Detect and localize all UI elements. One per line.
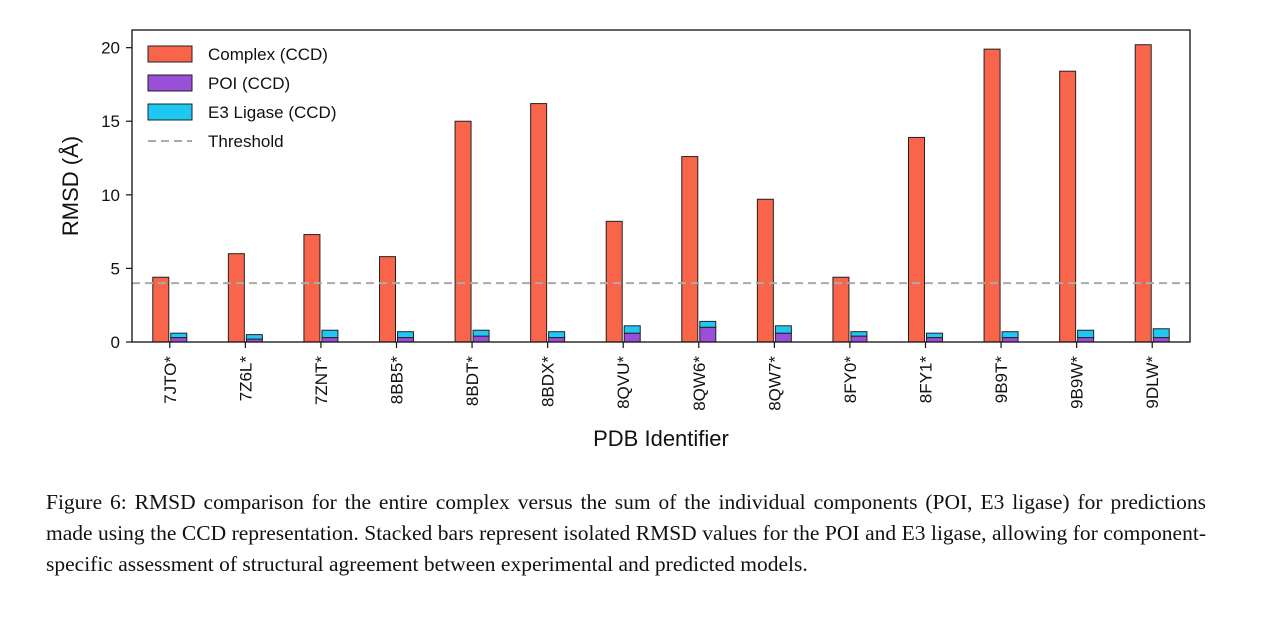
bar-poi-8bdt	[472, 335, 490, 343]
bar-e3-7z6l	[245, 334, 263, 340]
bar-e3-7znt	[321, 329, 339, 339]
bar-e3-8qw6	[699, 320, 717, 328]
bar-complex-8bb5	[379, 256, 396, 343]
x-tick-label-8qvu: 8QVU*	[614, 356, 633, 409]
x-tick-label-7jto: 7JTO*	[161, 356, 180, 404]
bar-e3-8fy0	[850, 331, 868, 337]
y-axis-title: RMSD (Å)	[58, 136, 83, 236]
bars-layer	[152, 44, 1170, 343]
bar-e3-9b9w	[1077, 329, 1095, 339]
x-tick-label-9b9w: 9B9W*	[1068, 356, 1087, 409]
y-tick-label: 20	[101, 39, 120, 58]
bar-e3-7jto	[170, 332, 188, 339]
bar-complex-7z6l	[227, 253, 245, 343]
x-tick-label-7z6l: 7Z6L*	[236, 356, 255, 402]
bar-complex-7znt	[303, 234, 321, 343]
bar-poi-7jto	[170, 337, 188, 343]
bar-poi-8bb5	[397, 337, 414, 343]
legend-swatch-poi-ccd	[147, 74, 193, 92]
bar-poi-8fy0	[850, 335, 868, 343]
bar-complex-8fy0	[832, 276, 850, 343]
x-tick-label-8bdt: 8BDT*	[463, 356, 482, 406]
y-tick-label: 5	[111, 259, 120, 278]
bar-e3-9dlw	[1152, 328, 1170, 339]
bar-poi-8qvu	[623, 332, 641, 343]
y-tick-label: 0	[111, 333, 120, 352]
legend-label-poi-ccd: POI (CCD)	[208, 74, 290, 93]
bar-e3-8fy1	[926, 332, 943, 339]
bar-complex-7jto	[152, 276, 170, 343]
bar-poi-8qw6	[699, 326, 717, 343]
bar-complex-9dlw	[1134, 44, 1152, 343]
bar-poi-8qw7	[774, 332, 792, 343]
bar-complex-8qvu	[605, 220, 623, 343]
x-tick-label-8qw6: 8QW6*	[690, 356, 709, 411]
x-tick-label-8qw7: 8QW7*	[765, 356, 784, 411]
y-tick-label: 10	[101, 186, 120, 205]
legend-swatch-e3-ligase-ccd	[147, 103, 193, 121]
legend: Complex (CCD) POI (CCD) E3 Ligase (CCD) Thr…	[147, 45, 337, 151]
y-axis: 0 5 10 15 20	[101, 39, 132, 352]
bar-poi-8bdx	[548, 337, 566, 343]
legend-label-threshold: Threshold	[208, 132, 284, 151]
legend-swatch-complex-ccd	[147, 45, 193, 63]
bar-e3-8qvu	[623, 325, 641, 334]
bar-e3-9b9t	[1001, 331, 1019, 339]
bar-complex-9b9t	[983, 48, 1001, 343]
legend-label-e3-ligase-ccd: E3 Ligase (CCD)	[208, 103, 337, 122]
bar-e3-8qw7	[774, 325, 792, 334]
x-axis-title: PDB Identifier	[593, 426, 729, 451]
bar-complex-8qw6	[681, 156, 699, 343]
bar-complex-9b9w	[1059, 70, 1077, 343]
bar-complex-8bdx	[530, 103, 548, 343]
bar-poi-9b9w	[1077, 337, 1095, 343]
y-tick-label: 15	[101, 112, 120, 131]
bar-e3-8bb5	[397, 331, 414, 339]
bar-poi-9b9t	[1001, 337, 1019, 343]
bar-complex-8qw7	[756, 198, 774, 343]
rmsd-bar-chart: 0 5 10 15 20 7JTO* 7Z6L* 7ZNT* 8BB5* 8BDT* 8BDX* 8…	[58, 29, 1191, 451]
x-tick-label-8bb5: 8BB5*	[388, 356, 407, 405]
bar-complex-8fy1	[908, 136, 925, 343]
figure-caption: Figure 6: RMSD comparison for the entire…	[46, 490, 1206, 576]
x-tick-label-9b9t: 9B9T*	[992, 356, 1011, 404]
bar-complex-8bdt	[454, 120, 472, 343]
legend-label-complex-ccd: Complex (CCD)	[208, 45, 328, 64]
bar-poi-9dlw	[1152, 337, 1170, 343]
bar-e3-8bdt	[472, 329, 490, 337]
x-tick-label-8fy1: 8FY1*	[917, 356, 936, 404]
bar-poi-7znt	[321, 337, 339, 343]
x-tick-label-9dlw: 9DLW*	[1143, 356, 1162, 409]
bar-e3-8bdx	[548, 331, 566, 339]
x-tick-label-8bdx: 8BDX*	[539, 356, 558, 407]
x-tick-label-8fy0: 8FY0*	[841, 356, 860, 404]
bar-poi-8fy1	[926, 337, 943, 343]
x-axis: 7JTO* 7Z6L* 7ZNT* 8BB5* 8BDT* 8BDX* 8QVU* 8QW6*…	[161, 342, 1162, 411]
x-tick-label-7znt: 7ZNT*	[312, 356, 331, 406]
plot-frame	[131, 29, 1191, 343]
